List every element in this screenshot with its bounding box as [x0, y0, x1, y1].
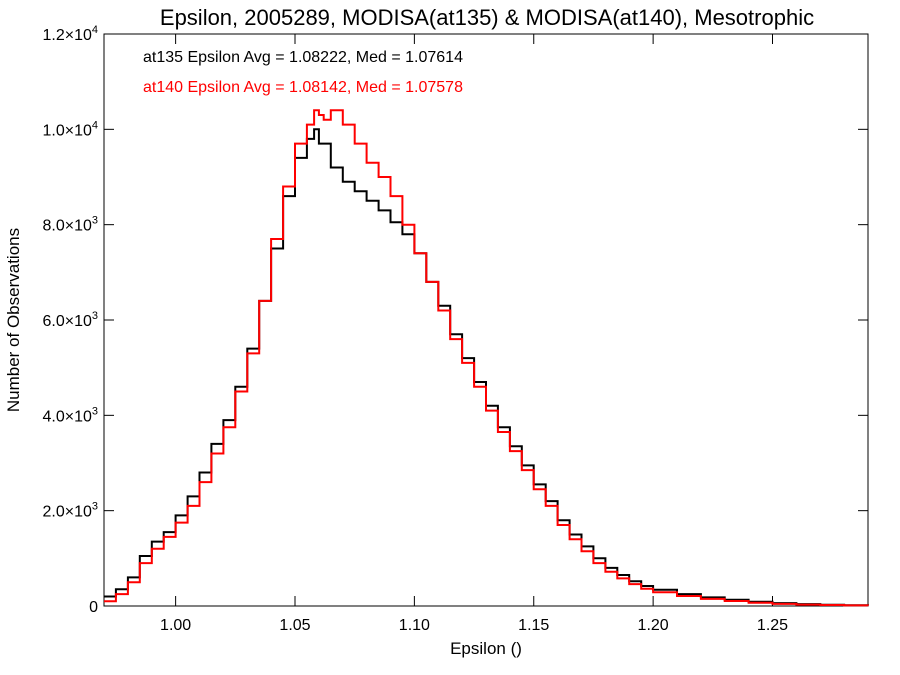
at140-stats-annotation: at140 Epsilon Avg = 1.08142, Med = 1.075… — [143, 79, 463, 96]
x-tick-label: 1.15 — [518, 617, 549, 634]
y-tick-label: 6.0×103 — [42, 310, 98, 330]
y-axis: 0 2.0×103 4.0×103 6.0×103 8.0×103 1.0×104 1.2×… — [42, 24, 868, 616]
y-tick-label: 1.0×104 — [42, 119, 98, 139]
x-axis: 1.00 1.05 1.10 1.15 1.20 1.25 — [160, 34, 788, 634]
x-tick-label: 1.25 — [757, 617, 788, 634]
y-axis-label: Number of Observations — [4, 228, 23, 412]
y-tick-label: 4.0×103 — [42, 405, 98, 425]
plot-frame — [103, 33, 869, 607]
x-tick-label: 1.20 — [638, 617, 669, 634]
chart-title: Epsilon, 2005289, MODISA(at135) & MODISA… — [160, 5, 814, 30]
histogram-series-1 — [104, 109, 869, 607]
y-tick-label: 8.0×103 — [42, 215, 98, 235]
y-tick-label: 1.2×104 — [42, 24, 98, 44]
series-layer — [104, 109, 869, 607]
x-tick-label: 1.00 — [160, 617, 191, 634]
x-tick-label: 1.05 — [279, 617, 310, 634]
at135-stats-annotation: at135 Epsilon Avg = 1.08222, Med = 1.076… — [143, 49, 463, 66]
y-tick-label: 0 — [89, 599, 98, 616]
y-tick-label: 2.0×103 — [42, 501, 98, 521]
x-tick-label: 1.10 — [399, 617, 430, 634]
histogram-series-0 — [104, 128, 869, 607]
x-axis-label: Epsilon () — [450, 639, 522, 658]
